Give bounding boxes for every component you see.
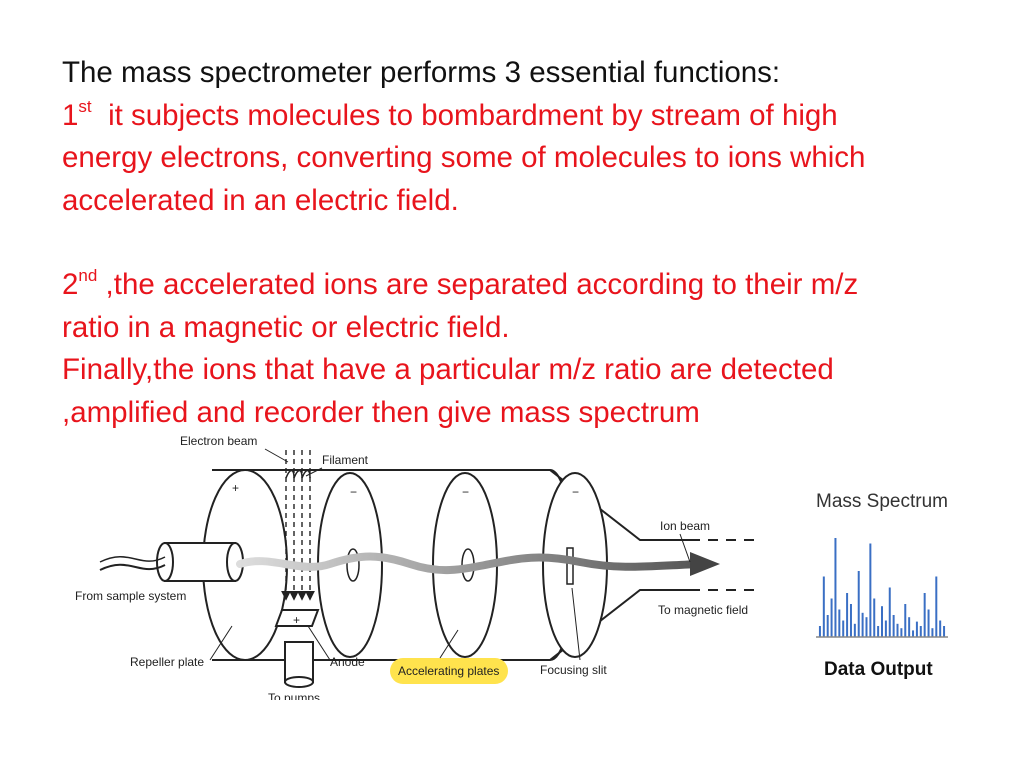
sample-path [99, 563, 166, 571]
sample-inlet-tube [164, 542, 236, 582]
second-superscript: nd [78, 266, 98, 286]
charge-plate-1: − [350, 485, 357, 499]
charge-plate-2: − [462, 485, 469, 499]
intro-line: The mass spectrometer performs 3 essenti… [62, 56, 781, 89]
slide-text: The mass spectrometer performs 3 essenti… [62, 52, 992, 434]
label-focusing: Focusing slit [540, 663, 607, 677]
mass-spectrum-svg: Mass Spectrum Data Output [816, 491, 948, 680]
charge-repeller: + [232, 481, 239, 495]
label-electron-beam: Electron beam [180, 434, 257, 448]
second-text: ,the accelerated ions are separated acco… [105, 268, 859, 301]
label-from-sample: From sample system [75, 589, 186, 603]
charge-anode: + [293, 613, 300, 627]
filament-coil [285, 469, 311, 479]
first-number: 1 [62, 98, 79, 132]
label-to-magnetic: To magnetic field [658, 603, 748, 617]
first-function-line3: accelerated in an electric field. [62, 183, 459, 217]
final-function-line1: Finally,the ions that have a particular … [62, 353, 834, 386]
label-filament: Filament [322, 453, 369, 467]
ion-beam [236, 552, 704, 575]
label-anode: Anode [330, 655, 365, 669]
first-function-line2: energy electrons, converting some of mol… [62, 141, 866, 174]
final-function-line2: ,amplified and recorder then give mass s… [62, 395, 700, 429]
spectrum-title: Mass Spectrum [816, 491, 948, 512]
second-function-line1: 2nd ,the accelerated ions are separated … [62, 264, 992, 307]
second-number: 2 [62, 268, 79, 301]
first-superscript: st [78, 96, 92, 116]
mass-spectrum-panel: Mass Spectrum Data Output [810, 485, 960, 685]
accelerating-highlight [390, 658, 508, 684]
spectrum-peaks [818, 538, 946, 637]
charge-plate-3: − [572, 485, 579, 499]
first-function-line1: 1st it subjects molecules to bombardment… [62, 95, 992, 138]
label-to-pumps: To pumps [268, 691, 320, 700]
anode [274, 609, 320, 627]
second-function-line2: ratio in a magnetic or electric field. [62, 310, 510, 344]
label-accelerating: Accelerating plates [398, 664, 499, 678]
label-repeller: Repeller plate [130, 655, 204, 669]
label-ion-beam: Ion beam [660, 519, 710, 533]
first-text: it subjects molecules to bombardment by … [108, 98, 838, 132]
mass-spectrometer-diagram: + − − − + Electron beam Filament Ion bea… [60, 430, 780, 700]
diagram-svg: + − − − + Electron beam Filament Ion bea… [75, 434, 760, 700]
spectrum-output-label: Data Output [824, 659, 933, 680]
electron-beam [281, 450, 315, 601]
pump-tube [284, 641, 314, 683]
